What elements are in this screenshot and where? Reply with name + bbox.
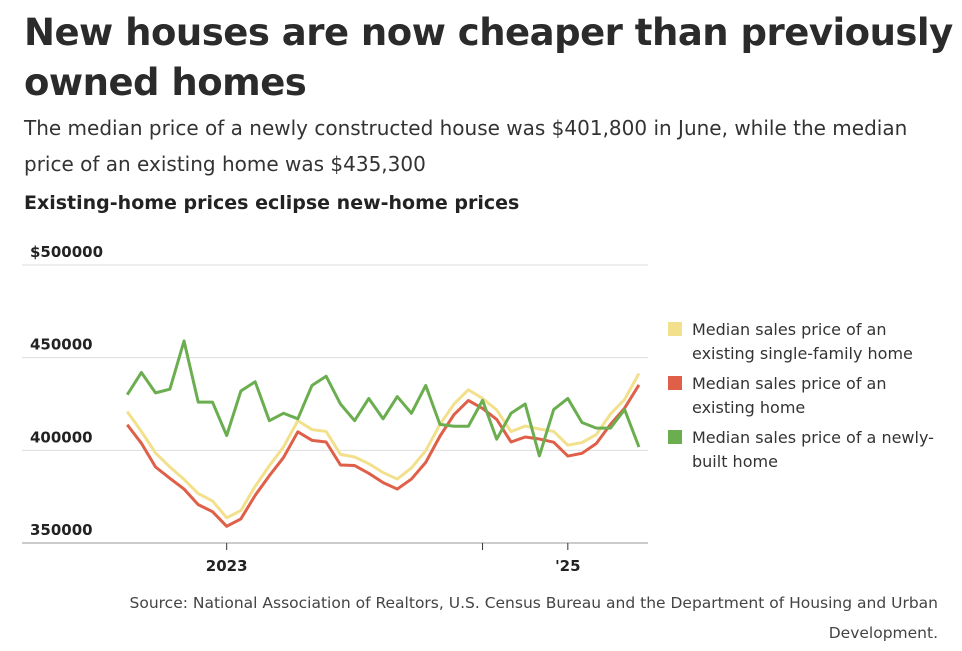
legend-item: Median sales price of an existing home (668, 372, 948, 420)
chart-title: Existing-home prices eclipse new-home pr… (24, 192, 520, 214)
source: Source: National Association of Realtors… (129, 594, 939, 642)
y-tick-label: 350000 (30, 521, 93, 539)
title: New houses are now cheaper than previous… (24, 11, 953, 104)
y-tick-label: $500000 (30, 243, 103, 261)
legend-swatch (668, 430, 682, 444)
legend-label: Median sales price of an existing single… (692, 320, 913, 363)
legend: Median sales price of an existing single… (668, 318, 948, 480)
subtitle: The median price of a newly constructed … (24, 116, 908, 176)
y-tick-label: 400000 (30, 428, 93, 446)
series-line (126, 372, 641, 520)
x-tick-label: 2023 (206, 557, 248, 575)
x-tick-label: '25 (555, 557, 580, 575)
legend-item: Median sales price of a newly-built home (668, 426, 948, 474)
legend-item: Median sales price of an existing single… (668, 318, 948, 366)
legend-swatch (668, 322, 682, 336)
series-line (126, 384, 641, 528)
series-line (125, 339, 641, 458)
legend-swatch (668, 376, 682, 390)
legend-label: Median sales price of an existing home (692, 374, 887, 417)
y-tick-label: 450000 (30, 336, 93, 354)
legend-label: Median sales price of a newly-built home (692, 428, 934, 471)
